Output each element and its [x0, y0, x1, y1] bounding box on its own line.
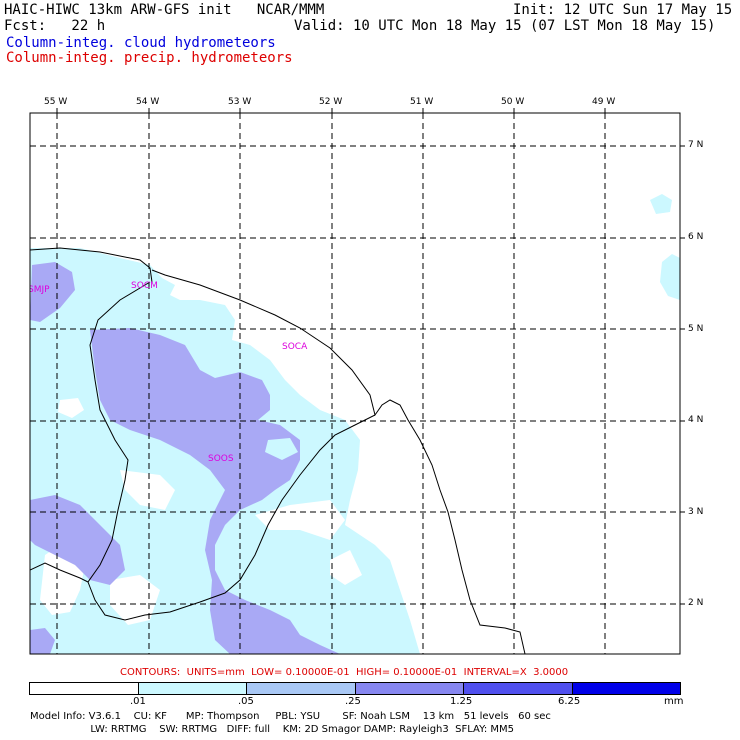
colorbar-tick: 6.25	[558, 696, 581, 707]
colorbar-tick: .25	[345, 696, 361, 707]
site-label: SMJP	[28, 285, 50, 295]
colorbar-segment	[247, 683, 356, 694]
colorbar-segment	[464, 683, 573, 694]
colorbar-segment	[30, 683, 139, 694]
coastline	[30, 247, 526, 654]
lon-label: 52 W	[319, 97, 343, 107]
lon-label: 54 W	[136, 97, 160, 107]
lat-label: 4 N	[688, 415, 704, 425]
cloud-field-medium	[30, 628, 55, 654]
model-info-line1: Model Info: V3.6.1 CU: KF MP: Thompson P…	[30, 711, 551, 722]
valid-time: Valid: 10 UTC Mon 18 May 15 (07 LST Mon …	[294, 18, 716, 34]
cloud-field-light	[660, 254, 680, 300]
colorbar-segment	[138, 683, 247, 694]
map-frame	[29, 112, 681, 655]
lat-label: 3 N	[688, 507, 704, 517]
colorbar-unit: mm	[664, 696, 684, 707]
field-label-precip: Column-integ. precip. hydrometeors	[6, 50, 293, 66]
lon-label: 53 W	[228, 97, 252, 107]
site-markers: SMJP SOCM SOCA SOOS	[28, 281, 308, 464]
cloud-field-medium	[90, 328, 340, 654]
site-label: SOCM	[131, 281, 158, 291]
lat-lon-grid	[30, 113, 680, 654]
lon-label: 55 W	[44, 97, 68, 107]
header-title: HAIC-HIWC 13km ARW-GFS init NCAR/MMM	[4, 2, 325, 18]
lon-label: 51 W	[410, 97, 434, 107]
lat-label: 7 N	[688, 140, 704, 150]
colorbar-segment	[355, 683, 464, 694]
colorbar-tick: .01	[130, 696, 146, 707]
model-info-line2: LW: RRTMG SW: RRTMG DIFF: full KM: 2D Sm…	[30, 724, 515, 735]
lon-label: 49 W	[592, 97, 616, 107]
contours-info: CONTOURS: UNITS=mm LOW= 0.10000E-01 HIGH…	[120, 667, 569, 678]
lat-label: 5 N	[688, 324, 704, 334]
init-time: Init: 12 UTC Sun 17 May 15	[513, 2, 733, 18]
colorbar-tick: 1.25	[450, 696, 473, 707]
field-label-cloud: Column-integ. cloud hydrometeors	[6, 35, 276, 51]
cloud-field-medium	[30, 262, 75, 322]
colorbar	[29, 682, 681, 695]
colorbar-tick: .05	[238, 696, 254, 707]
cloud-field-light	[650, 194, 672, 214]
site-label: SOCA	[282, 342, 308, 352]
forecast-hour: Fcst: 22 h	[4, 18, 106, 34]
lat-label: 6 N	[688, 232, 704, 242]
lat-label: 2 N	[688, 598, 704, 608]
lon-label: 50 W	[501, 97, 525, 107]
colorbar-segment	[572, 683, 680, 694]
site-label: SOOS	[208, 454, 234, 464]
